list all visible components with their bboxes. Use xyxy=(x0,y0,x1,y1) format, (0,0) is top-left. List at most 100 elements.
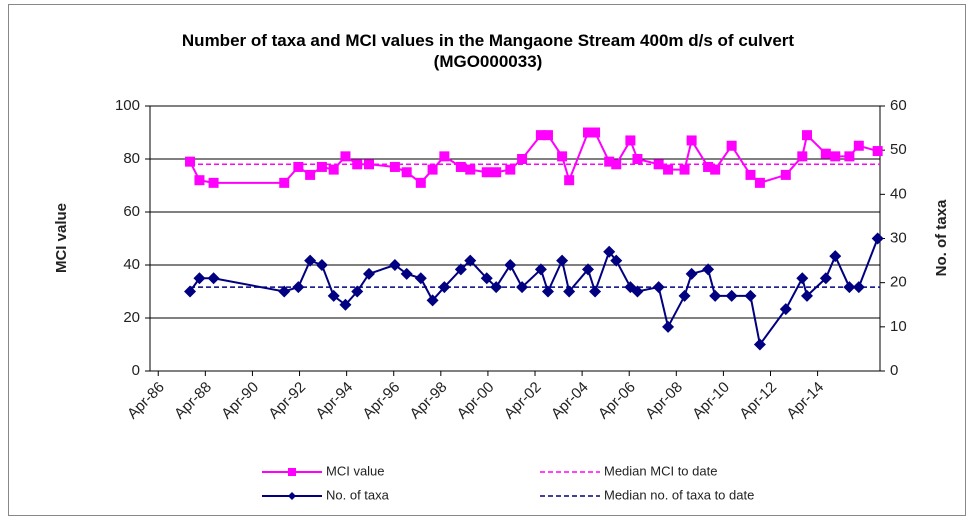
y-tick-label: 60 xyxy=(123,203,140,220)
mci-point xyxy=(427,164,438,175)
x-tick-label: Apr-86 xyxy=(124,379,168,423)
taxa-point xyxy=(534,263,547,276)
chart-title: Number of taxa and MCI values in the Man… xyxy=(181,31,795,71)
mci-point xyxy=(305,169,316,180)
taxa-point xyxy=(610,254,623,267)
mci-point xyxy=(745,169,756,180)
x-tick-label: Apr-00 xyxy=(454,379,498,423)
mci-point xyxy=(316,161,327,172)
legend-label: Median no. of taxa to date xyxy=(604,487,754,502)
taxa-point xyxy=(315,259,328,271)
y-tick-label: 100 xyxy=(115,97,140,114)
taxa-point xyxy=(278,285,291,298)
mci-point xyxy=(872,146,883,157)
x-tick-label: Apr-08 xyxy=(642,379,686,423)
legend-label: No. of taxa xyxy=(326,487,390,502)
y2-axis-label: No. of taxa xyxy=(933,199,950,276)
taxa-point xyxy=(327,289,340,302)
y2-tick-label: 60 xyxy=(890,97,907,114)
mci-point xyxy=(279,177,290,188)
taxa-point xyxy=(304,254,317,267)
taxa-point xyxy=(426,294,439,307)
taxa-point xyxy=(589,285,602,298)
mci-point xyxy=(517,154,528,164)
mci-point xyxy=(820,148,831,159)
mci-point xyxy=(401,167,412,178)
mci-point xyxy=(590,127,601,138)
mci-point xyxy=(830,151,841,162)
taxa-point xyxy=(400,267,413,280)
y-tick-label: 20 xyxy=(123,309,140,326)
mci-point xyxy=(611,159,622,170)
y-tick-label: 40 xyxy=(123,256,140,273)
taxa-point xyxy=(678,289,691,302)
taxa-point xyxy=(438,281,451,294)
legend-marker xyxy=(288,492,296,500)
taxa-point xyxy=(556,254,569,267)
x-tick-label: Apr-14 xyxy=(783,379,827,423)
x-tick-label: Apr-92 xyxy=(265,379,309,423)
taxa-point xyxy=(829,250,842,263)
taxa-point xyxy=(871,232,884,245)
series-line xyxy=(189,131,878,185)
mci-point xyxy=(802,130,812,141)
legend-label: Median MCI to date xyxy=(604,463,717,478)
mci-point xyxy=(364,159,374,170)
y2-tick-label: 50 xyxy=(890,141,907,158)
taxa-point xyxy=(725,289,738,302)
taxa-point xyxy=(631,285,644,298)
taxa-point xyxy=(516,281,529,294)
taxa-point xyxy=(207,272,220,285)
taxa-point xyxy=(852,281,865,294)
taxa-point xyxy=(843,281,856,294)
x-tick-label: Apr-96 xyxy=(359,379,403,423)
taxa-point xyxy=(363,267,375,280)
taxa-point xyxy=(709,289,722,302)
taxa-point xyxy=(480,272,493,285)
mci-point xyxy=(340,151,351,162)
mci-point xyxy=(853,140,864,151)
mci-point xyxy=(465,164,476,175)
taxa-point xyxy=(779,303,792,316)
y-tick-label: 0 xyxy=(132,362,140,379)
mci-point xyxy=(653,159,664,170)
taxa-point xyxy=(744,289,757,302)
mci-point xyxy=(293,161,304,172)
mci-point xyxy=(328,164,339,175)
mci-point xyxy=(185,156,196,167)
mci-point xyxy=(415,177,426,188)
taxa-point xyxy=(351,285,364,298)
mci-point xyxy=(632,154,643,164)
mci-point xyxy=(604,156,615,167)
y2-tick-label: 0 xyxy=(890,362,898,379)
mci-point xyxy=(679,164,690,175)
mci-point xyxy=(542,130,553,141)
y2-tick-label: 20 xyxy=(890,274,907,291)
taxa-point xyxy=(339,298,352,311)
mci-point xyxy=(780,169,791,180)
taxa-point xyxy=(490,281,503,294)
taxa-point xyxy=(414,272,427,285)
mci-point xyxy=(491,167,502,178)
mci-point xyxy=(844,151,855,162)
mci-point xyxy=(564,175,575,186)
y2-tick-label: 10 xyxy=(890,318,907,335)
taxa-point xyxy=(563,285,576,298)
series-line xyxy=(189,238,879,347)
x-tick-label: Apr-04 xyxy=(548,379,592,423)
x-tick-label: Apr-88 xyxy=(171,379,215,423)
x-tick-label: Apr-06 xyxy=(595,379,639,423)
x-tick-label: Apr-94 xyxy=(312,379,356,423)
legend-label: MCI value xyxy=(326,463,385,478)
y2-tick-label: 30 xyxy=(890,229,907,246)
x-tick-label: Apr-02 xyxy=(501,379,545,423)
mci-point xyxy=(352,159,363,170)
mci-point xyxy=(703,161,714,172)
mci-point xyxy=(208,177,219,188)
taxa-point xyxy=(662,320,675,333)
taxa-point xyxy=(184,285,197,298)
taxa-point xyxy=(504,259,517,271)
x-tick-label: Apr-98 xyxy=(407,379,451,423)
taxa-point xyxy=(541,285,554,298)
